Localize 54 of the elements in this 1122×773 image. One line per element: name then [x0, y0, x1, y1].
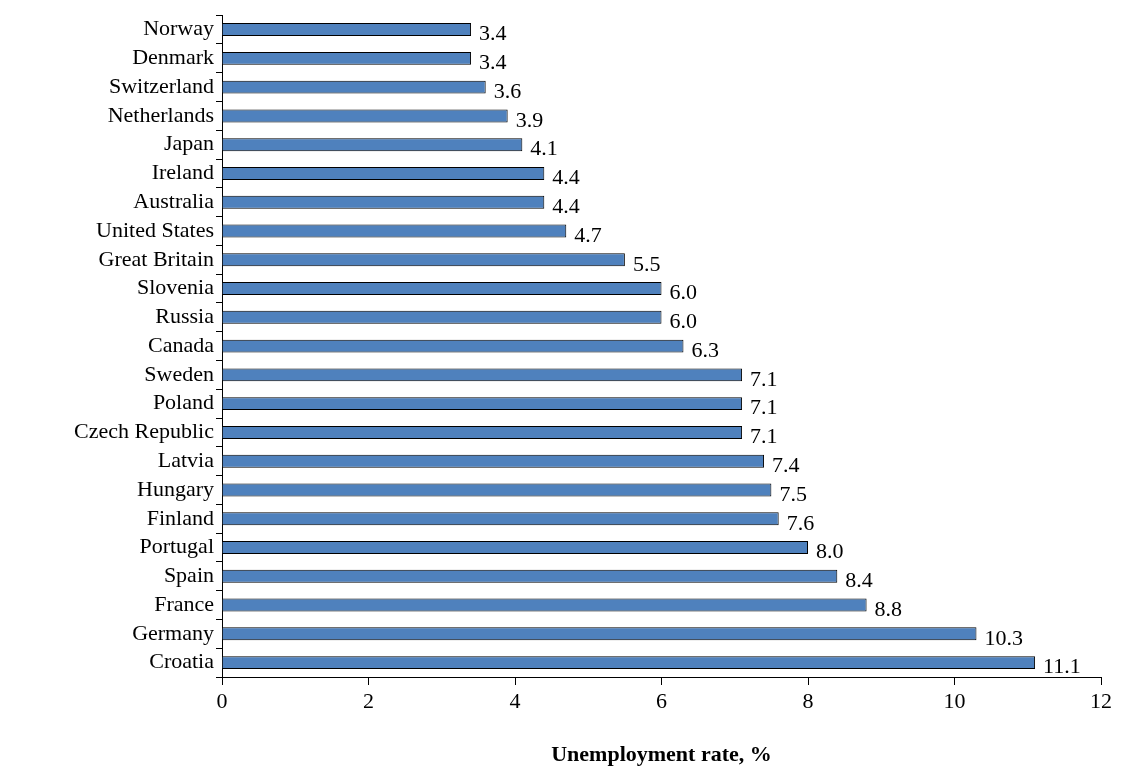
- y-tick-label: Poland: [152, 389, 214, 415]
- y-tick-label: Japan: [163, 130, 214, 156]
- y-tick-label: Great Britain: [98, 245, 214, 271]
- y-tick-label: Switzerland: [108, 72, 214, 98]
- x-tick-label: 4: [509, 687, 521, 713]
- data-label: 8.0: [816, 538, 844, 564]
- data-label: 3.4: [479, 49, 507, 75]
- data-label: 3.4: [479, 20, 507, 46]
- y-tick-label: United States: [96, 216, 214, 242]
- data-label: 7.6: [786, 509, 815, 535]
- data-label: 5.5: [632, 250, 661, 276]
- y-tick-label: Finland: [146, 504, 214, 530]
- data-label: 4.4: [552, 193, 580, 219]
- data-label: 6.0: [669, 308, 697, 334]
- x-tick-label: 12: [1090, 687, 1112, 713]
- x-tick-label: 6: [656, 687, 667, 713]
- data-label: 7.1: [750, 423, 778, 449]
- x-tick-label: 0: [216, 687, 228, 713]
- y-tick-label: Spain: [163, 562, 214, 588]
- y-tick-label: Denmark: [132, 44, 214, 70]
- y-tick-label: Germany: [132, 619, 214, 645]
- data-label: 4.4: [552, 164, 580, 190]
- y-tick-label: Australia: [133, 188, 215, 214]
- y-tick-label: France: [154, 590, 214, 616]
- data-label: 7.1: [750, 365, 778, 391]
- y-tick-label: Slovenia: [137, 274, 215, 300]
- data-label: 8.4: [845, 567, 873, 593]
- y-tick-label: Russia: [155, 303, 215, 329]
- data-label: 11.1: [1043, 653, 1081, 679]
- y-tick-label: Latvia: [157, 446, 215, 472]
- x-tick-label: 8: [802, 687, 814, 713]
- data-label: 6.0: [669, 279, 697, 305]
- y-tick-label: Netherlands: [107, 101, 214, 127]
- data-label: 4.1: [530, 135, 558, 161]
- y-tick-label: Norway: [143, 15, 214, 41]
- data-label: 7.1: [750, 394, 778, 420]
- data-label: 10.3: [984, 624, 1023, 650]
- y-tick-label: Hungary: [137, 475, 214, 501]
- y-tick-label: Canada: [148, 331, 215, 357]
- y-tick-label: Sweden: [144, 360, 214, 386]
- data-label: 3.6: [493, 77, 522, 103]
- data-label: 7.4: [772, 451, 800, 477]
- x-axis-title: Unemployment rate, %: [551, 741, 772, 767]
- data-label: 7.5: [779, 480, 807, 506]
- data-label: 6.3: [691, 336, 719, 362]
- y-tick-label: Croatia: [149, 648, 215, 674]
- y-tick-label: Ireland: [151, 159, 214, 185]
- data-label: 8.8: [874, 595, 903, 621]
- y-tick-label: Portugal: [139, 533, 214, 559]
- x-tick-label: 10: [943, 687, 966, 713]
- x-tick-label: 2: [363, 687, 374, 713]
- data-label: 4.7: [574, 221, 602, 247]
- data-label: 3.9: [515, 106, 544, 132]
- y-tick-label: Czech Republic: [74, 418, 215, 444]
